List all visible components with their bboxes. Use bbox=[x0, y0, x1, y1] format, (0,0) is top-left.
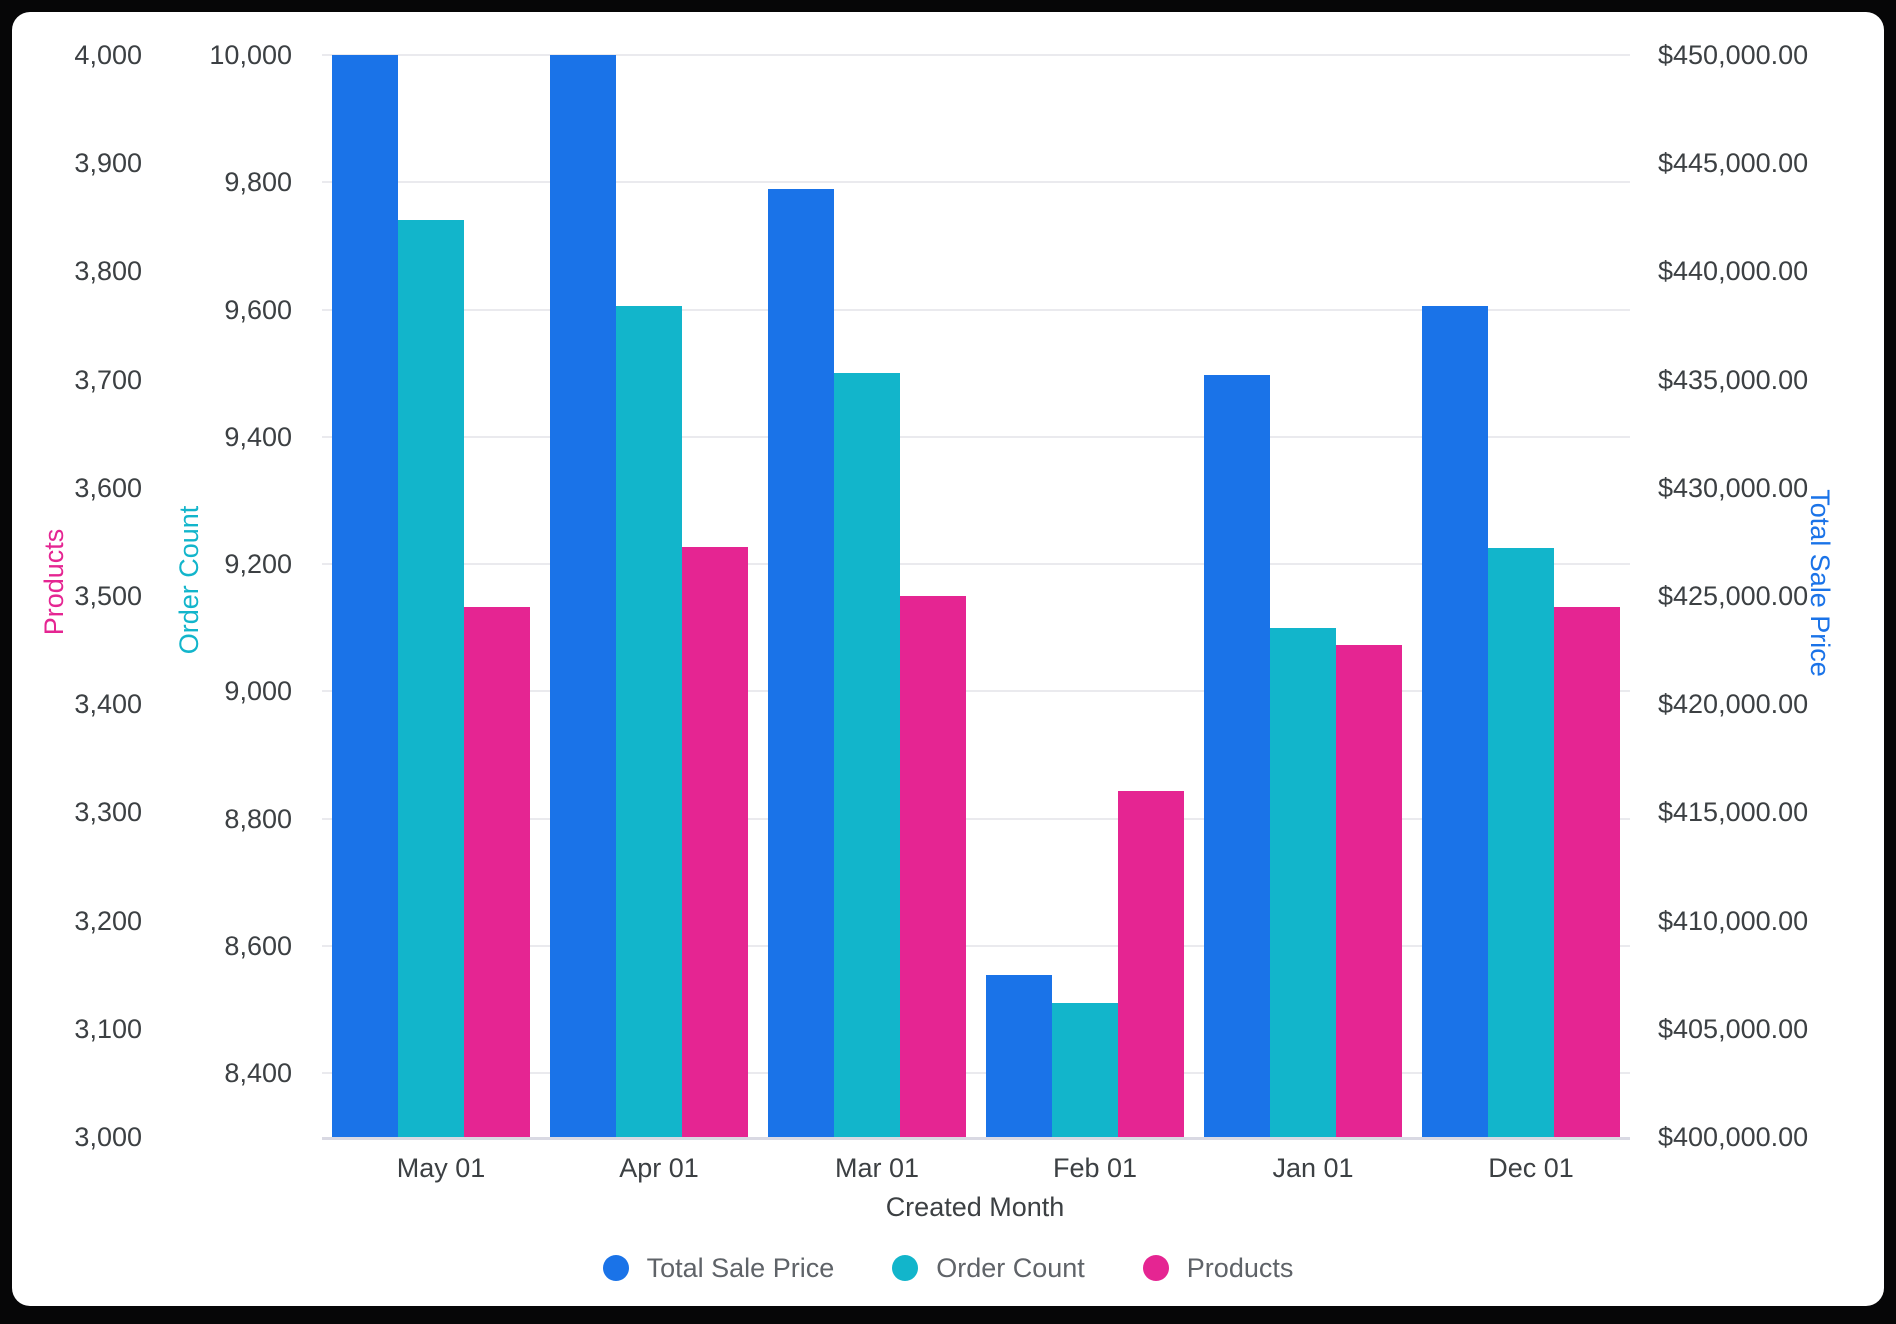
y-tick-label-price: $450,000.00 bbox=[1658, 40, 1809, 70]
bar-total-sale-price-3[interactable] bbox=[986, 974, 1052, 1137]
y-tick-label-products: 4,000 bbox=[74, 40, 142, 70]
y-tick-label-products: 3,800 bbox=[74, 256, 142, 287]
y-tick-label-price: $420,000.00 bbox=[1658, 689, 1809, 720]
bar-total-sale-price-0[interactable] bbox=[332, 55, 398, 1137]
y-axis-title-total-sale-price: Total Sale Price bbox=[1805, 489, 1835, 677]
gridline bbox=[322, 435, 1630, 438]
y-tick-label-orders: 9,400 bbox=[224, 421, 292, 452]
y-tick-label-price: $440,000.00 bbox=[1658, 256, 1809, 287]
gridline bbox=[322, 690, 1630, 693]
y-tick-label-price: $415,000.00 bbox=[1658, 797, 1809, 828]
y-axis-title-products: Products bbox=[39, 528, 69, 636]
bar-products-4[interactable] bbox=[1336, 644, 1402, 1137]
y-tick-label-price: $425,000.00 bbox=[1658, 581, 1809, 611]
bar-products-3[interactable] bbox=[1118, 790, 1184, 1137]
y-tick-label-price: $435,000.00 bbox=[1658, 364, 1809, 395]
x-tick-label: Jan 01 bbox=[1272, 1153, 1354, 1183]
gridline bbox=[322, 181, 1630, 184]
bar-order-count-0[interactable] bbox=[398, 220, 464, 1137]
y-tick-label-orders: 10,000 bbox=[209, 40, 292, 70]
y-tick-label-orders: 8,400 bbox=[224, 1058, 292, 1089]
y-tick-label-price: $430,000.00 bbox=[1658, 472, 1809, 503]
x-axis-title: Created Month bbox=[885, 1192, 1065, 1222]
x-tick-label: Apr 01 bbox=[619, 1153, 699, 1183]
y-tick-label-products: 3,400 bbox=[74, 689, 142, 720]
x-tick-label: Dec 01 bbox=[1488, 1153, 1574, 1183]
y-axis-title-order-count: Order Count bbox=[174, 505, 204, 655]
bar-order-count-2[interactable] bbox=[834, 373, 900, 1137]
bar-products-5[interactable] bbox=[1554, 606, 1620, 1137]
bar-order-count-3[interactable] bbox=[1052, 1003, 1118, 1137]
legend-item-products[interactable]: Products bbox=[1142, 1253, 1294, 1283]
y-tick-label-orders: 8,600 bbox=[224, 931, 292, 962]
y-tick-label-orders: 8,800 bbox=[224, 803, 292, 834]
gridline bbox=[322, 563, 1630, 566]
gridline bbox=[322, 54, 1630, 56]
bar-products-1[interactable] bbox=[682, 547, 748, 1137]
y-tick-label-products: 3,900 bbox=[74, 148, 142, 179]
x-tick-label: Mar 01 bbox=[834, 1153, 920, 1183]
y-tick-label-price: $405,000.00 bbox=[1658, 1013, 1809, 1044]
y-tick-label-products: 3,200 bbox=[74, 905, 142, 936]
y-tick-label-price: $400,000.00 bbox=[1658, 1122, 1809, 1152]
gridline bbox=[322, 1072, 1630, 1075]
bar-order-count-4[interactable] bbox=[1270, 627, 1336, 1137]
bar-total-sale-price-4[interactable] bbox=[1204, 375, 1270, 1137]
bar-order-count-5[interactable] bbox=[1488, 548, 1554, 1137]
x-tick-label: Feb 01 bbox=[1052, 1153, 1138, 1183]
y-tick-label-price: $445,000.00 bbox=[1658, 148, 1809, 179]
legend-dot-products-icon bbox=[1142, 1255, 1169, 1281]
y-tick-label-orders: 9,200 bbox=[224, 549, 292, 580]
legend-label: Total Sale Price bbox=[646, 1253, 835, 1283]
y-tick-label-products: 3,000 bbox=[74, 1122, 142, 1152]
bar-total-sale-price-2[interactable] bbox=[768, 189, 834, 1137]
bar-products-2[interactable] bbox=[900, 596, 966, 1137]
legend-dot-order-count-icon bbox=[892, 1255, 919, 1281]
legend: Total Sale Price Order Count Products bbox=[0, 1246, 1896, 1290]
x-tick-label: May 01 bbox=[396, 1153, 486, 1183]
y-tick-label-orders: 9,600 bbox=[224, 294, 292, 325]
y-tick-label-price: $410,000.00 bbox=[1658, 905, 1809, 936]
y-tick-label-products: 3,300 bbox=[74, 797, 142, 828]
y-tick-label-orders: 9,000 bbox=[224, 676, 292, 707]
bar-products-0[interactable] bbox=[464, 606, 530, 1137]
x-axis-line bbox=[322, 1137, 1630, 1140]
y-tick-label-orders: 9,800 bbox=[224, 167, 292, 198]
y-tick-label-products: 3,500 bbox=[74, 581, 142, 611]
legend-label: Order Count bbox=[936, 1253, 1085, 1283]
y-tick-label-products: 3,100 bbox=[74, 1013, 142, 1044]
legend-label: Products bbox=[1186, 1253, 1294, 1283]
bar-total-sale-price-5[interactable] bbox=[1422, 306, 1488, 1137]
legend-dot-total-sale-price-icon bbox=[602, 1255, 629, 1281]
legend-item-order-count[interactable]: Order Count bbox=[892, 1253, 1085, 1283]
y-tick-label-products: 3,600 bbox=[74, 472, 142, 503]
y-tick-label-products: 3,700 bbox=[74, 364, 142, 395]
bar-total-sale-price-1[interactable] bbox=[550, 55, 616, 1137]
gridline bbox=[322, 945, 1630, 948]
bar-order-count-1[interactable] bbox=[616, 306, 682, 1137]
gridline bbox=[322, 308, 1630, 311]
legend-item-total-sale-price[interactable]: Total Sale Price bbox=[602, 1253, 835, 1283]
gridline bbox=[322, 817, 1630, 820]
